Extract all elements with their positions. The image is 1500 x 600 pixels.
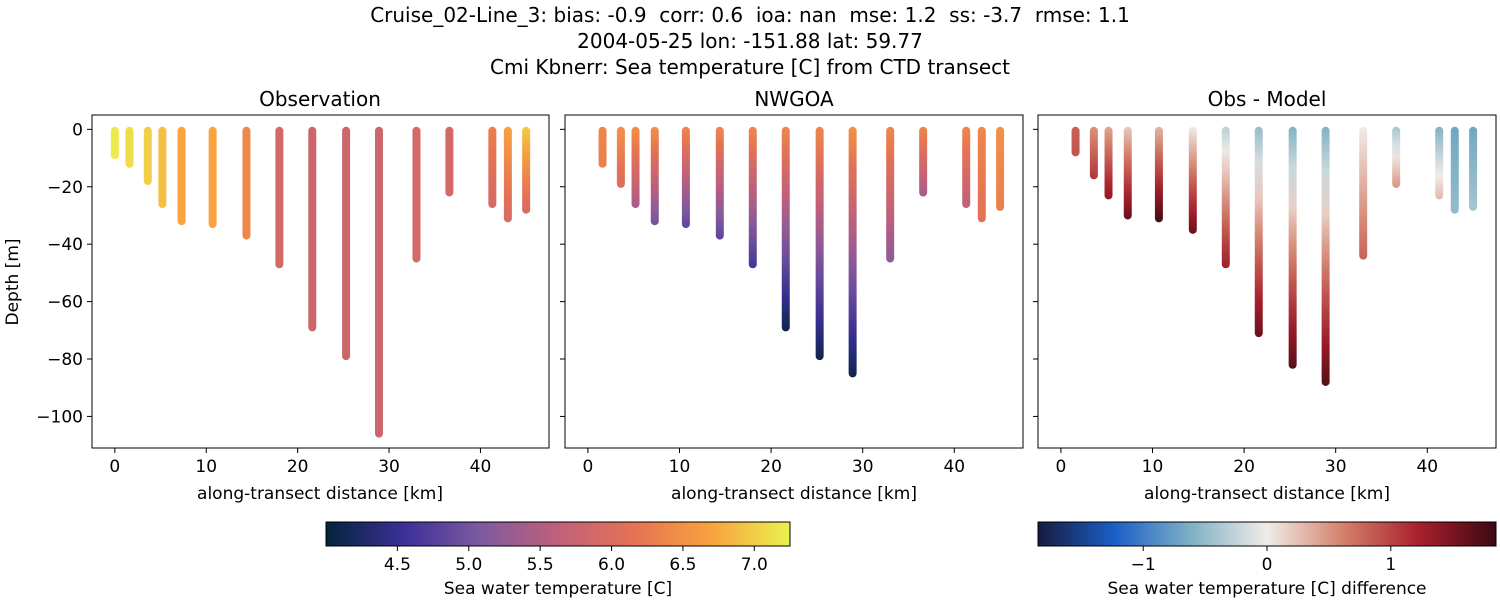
panel-obs-minus-model: Obs - Model 0 10 20 30 40 along-transect dis… bbox=[1033, 87, 1497, 504]
station-profile bbox=[631, 126, 640, 208]
x-tick-label: 20 bbox=[1233, 457, 1255, 477]
x-tick-label: 30 bbox=[852, 457, 874, 477]
station-profile bbox=[158, 126, 167, 208]
station-profile bbox=[177, 126, 186, 226]
station-profile bbox=[1071, 126, 1080, 157]
y-axis-label: Depth [m] bbox=[3, 238, 23, 325]
colorbar-tick-label: 6.0 bbox=[598, 555, 625, 575]
colorbar-gradient bbox=[1037, 521, 1497, 547]
station-profile bbox=[1288, 126, 1297, 369]
station-profile bbox=[886, 126, 895, 263]
station-profile bbox=[503, 126, 512, 223]
station-profile bbox=[412, 126, 421, 263]
y-tick-label: −80 bbox=[47, 350, 83, 370]
station-profile bbox=[308, 126, 317, 332]
x-tick-label: 10 bbox=[1142, 457, 1164, 477]
station-profile bbox=[1321, 126, 1330, 386]
station-profile bbox=[1188, 126, 1197, 234]
station-profile bbox=[1221, 126, 1230, 269]
colorbar-label: Sea water temperature [C] difference bbox=[1107, 579, 1426, 599]
panel-nwgoa: NWGOA 0 10 20 30 40 along-transect distance … bbox=[560, 87, 1024, 504]
station-profile bbox=[522, 126, 531, 214]
figure-title-line-1: Cruise_02-Line_3: bias: -0.9 corr: 0.6 i… bbox=[370, 3, 1130, 27]
station-profile bbox=[275, 126, 284, 269]
panel-observation: Observation 0 10 20 30 40 0−20−40−60−80−100 … bbox=[3, 87, 550, 504]
x-tick-label: 20 bbox=[760, 457, 782, 477]
colorbar-tick-label: 1 bbox=[1385, 555, 1396, 575]
station-profile bbox=[748, 126, 757, 269]
station-profile bbox=[815, 126, 824, 361]
y-tick-label: 0 bbox=[72, 120, 83, 140]
colorbar-tick-label: −1 bbox=[1131, 555, 1156, 575]
x-axis-label: along-transect distance [km] bbox=[1144, 484, 1390, 504]
station-profile bbox=[1089, 126, 1098, 180]
x-tick-label: 40 bbox=[1416, 457, 1438, 477]
station-profile bbox=[445, 126, 454, 197]
station-profile bbox=[996, 126, 1005, 211]
figure-title-line-2: 2004-05-25 lon: -151.88 lat: 59.77 bbox=[577, 29, 923, 53]
panel-title-obs-minus-model: Obs - Model bbox=[1208, 87, 1327, 111]
colorbar-tick-label: 4.5 bbox=[384, 555, 411, 575]
station-profile bbox=[1254, 126, 1263, 338]
x-axis-label: along-transect distance [km] bbox=[197, 484, 443, 504]
station-profile bbox=[977, 126, 986, 223]
station-profile bbox=[715, 126, 724, 240]
station-profile bbox=[125, 126, 134, 168]
panel-title-observation: Observation bbox=[259, 87, 381, 111]
x-tick-label: 30 bbox=[1325, 457, 1347, 477]
x-tick-label: 40 bbox=[470, 457, 492, 477]
colorbar-tick-label: 5.5 bbox=[527, 555, 554, 575]
x-tick-label: 10 bbox=[669, 457, 691, 477]
y-tick-label: −60 bbox=[47, 293, 83, 313]
colorbar-gradient bbox=[325, 521, 791, 547]
y-tick-label: −20 bbox=[47, 178, 83, 198]
station-profile bbox=[1435, 126, 1444, 200]
x-tick-label: 0 bbox=[109, 457, 120, 477]
x-axis-label: along-transect distance [km] bbox=[671, 484, 917, 504]
x-tick-label: 10 bbox=[195, 457, 217, 477]
station-profile bbox=[919, 126, 928, 197]
station-profile bbox=[488, 126, 497, 208]
panel-title-nwgoa: NWGOA bbox=[754, 87, 834, 111]
figure-title-line-3: Cmi Kbnerr: Sea temperature [C] from CTD… bbox=[490, 55, 1010, 79]
station-profile bbox=[598, 126, 607, 168]
station-profile bbox=[1104, 126, 1113, 200]
y-tick-label: −40 bbox=[47, 235, 83, 255]
station-profile bbox=[242, 126, 251, 240]
station-profile bbox=[781, 126, 790, 332]
station-profile bbox=[1392, 126, 1401, 188]
station-profile bbox=[1123, 126, 1132, 220]
colorbar-tick-label: 6.5 bbox=[669, 555, 696, 575]
station-profile bbox=[962, 126, 971, 208]
station-profile bbox=[848, 126, 857, 378]
station-profile bbox=[110, 126, 119, 160]
station-profile bbox=[1450, 126, 1459, 214]
plot-frame bbox=[1037, 114, 1497, 449]
colorbar-tick-label: 0 bbox=[1262, 555, 1273, 575]
station-profile bbox=[1359, 126, 1368, 260]
y-tick-label: −100 bbox=[36, 407, 83, 427]
station-profile bbox=[1154, 126, 1163, 223]
colorbar-tick-label: 7.0 bbox=[741, 555, 768, 575]
x-tick-label: 40 bbox=[943, 457, 965, 477]
station-profile bbox=[208, 126, 217, 229]
x-tick-label: 20 bbox=[287, 457, 309, 477]
station-profile bbox=[374, 126, 383, 438]
plot-frame bbox=[91, 114, 550, 449]
station-profile bbox=[616, 126, 625, 188]
x-tick-label: 30 bbox=[378, 457, 400, 477]
plot-frame bbox=[564, 114, 1024, 449]
station-profile bbox=[1469, 126, 1478, 211]
station-profile bbox=[650, 126, 659, 226]
colorbar-label: Sea water temperature [C] bbox=[444, 579, 672, 599]
station-profile bbox=[681, 126, 690, 229]
x-tick-label: 0 bbox=[582, 457, 593, 477]
x-tick-label: 0 bbox=[1055, 457, 1066, 477]
station-profile bbox=[143, 126, 152, 186]
colorbar-difference: −1 0 1 Sea water temperature [C] differenc… bbox=[1037, 521, 1497, 599]
station-profile bbox=[342, 126, 351, 361]
colorbar-tick-label: 5.0 bbox=[455, 555, 482, 575]
colorbar-temperature: 4.5 5.0 5.5 6.0 6.5 7.0 Sea water temperature… bbox=[325, 521, 791, 599]
